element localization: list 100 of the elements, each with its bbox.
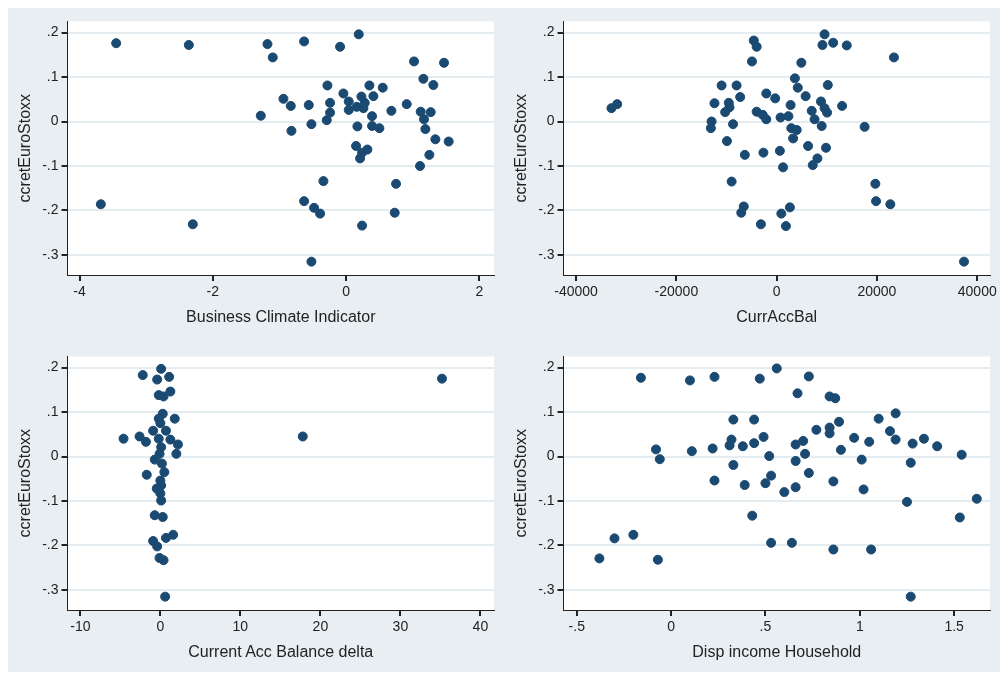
point (309, 202, 320, 213)
point (156, 495, 167, 506)
point (338, 88, 349, 99)
point (165, 386, 176, 397)
point (374, 123, 385, 134)
x-tick-label: 20000 (857, 283, 897, 300)
point (420, 124, 431, 135)
point (386, 105, 397, 116)
point (352, 121, 363, 132)
x-tick-label: 0 (772, 283, 781, 300)
x-tick-label: -40000 (554, 283, 599, 300)
point (95, 199, 106, 210)
x-tick-label: 0 (342, 283, 351, 300)
x-tick-label: -4 (73, 283, 86, 300)
point (303, 100, 314, 111)
point (140, 436, 151, 447)
x-tick-label: 40000 (957, 283, 997, 300)
y-tick-label: -.2 (42, 536, 59, 553)
y-tick-label: -.3 (538, 245, 555, 262)
y-tick-label: .1 (46, 402, 59, 419)
y-axis-title: ccretEuroStoxx (512, 428, 530, 538)
point (325, 97, 336, 108)
y-tick-label: -.1 (538, 491, 555, 508)
point (430, 134, 441, 145)
point (160, 532, 171, 543)
x-axis-title: Current Acc Balance delta (188, 642, 374, 660)
y-tick-label: -.1 (42, 156, 59, 173)
point (355, 153, 366, 164)
point (424, 149, 435, 160)
x-tick-label: -.5 (568, 618, 586, 635)
y-tick-label: .1 (46, 67, 59, 84)
x-tick-label: -20000 (654, 283, 699, 300)
y-tick-label: -.2 (538, 201, 555, 218)
point (164, 371, 175, 382)
point (148, 425, 159, 436)
point (152, 374, 163, 385)
point (443, 136, 454, 147)
y-tick-label: -.3 (538, 580, 555, 597)
point (368, 91, 379, 102)
x-tick-label: 1.5 (944, 618, 965, 635)
point (318, 176, 329, 187)
point (306, 119, 317, 130)
point (428, 80, 439, 91)
y-tick-label: -.1 (42, 491, 59, 508)
point (415, 106, 426, 117)
y-tick-label: .2 (46, 23, 59, 40)
point (156, 458, 167, 469)
point (160, 591, 171, 602)
point (285, 100, 296, 111)
y-tick-label: .1 (542, 67, 555, 84)
point (118, 433, 129, 444)
point (137, 370, 148, 381)
x-tick-label: -2 (206, 283, 220, 300)
x-tick-label: -10 (70, 618, 91, 635)
point (172, 439, 183, 450)
x-axis-title: Business Climate Indicator (186, 307, 377, 325)
point (425, 107, 436, 118)
x-tick-label: 0 (667, 618, 676, 635)
point (286, 125, 297, 136)
point (278, 93, 289, 104)
point (321, 115, 332, 126)
point (325, 107, 336, 118)
point (364, 80, 375, 91)
y-axis-title: ccretEuroStoxx (512, 93, 530, 203)
point (299, 36, 310, 47)
point (353, 29, 364, 40)
x-tick-label: 40 (472, 618, 489, 635)
y-tick-label: -.2 (42, 201, 59, 218)
y-tick-label: .1 (542, 402, 555, 419)
point (153, 433, 164, 444)
point (391, 178, 402, 189)
y-tick-label: 0 (546, 112, 555, 129)
point (322, 80, 333, 91)
x-tick-label: 10 (232, 618, 249, 635)
x-tick-label: 0 (156, 618, 165, 635)
point (187, 219, 198, 230)
point (419, 114, 430, 125)
point (157, 512, 168, 523)
point (418, 73, 429, 84)
point (155, 418, 166, 429)
point (165, 434, 176, 445)
point (171, 448, 182, 459)
y-tick-label: 0 (50, 447, 59, 464)
point (409, 56, 420, 67)
y-tick-label: -.3 (42, 245, 59, 262)
y-tick-label: .2 (542, 358, 555, 375)
x-tick-label: 1 (855, 618, 864, 635)
y-tick-label: -.1 (538, 156, 555, 173)
point (299, 196, 310, 207)
point (367, 111, 378, 122)
point (351, 140, 362, 151)
point (158, 555, 169, 566)
x-tick-label: 2 (475, 283, 484, 300)
point (377, 82, 388, 93)
y-tick-label: 0 (50, 112, 59, 129)
y-tick-label: -.2 (538, 536, 555, 553)
x-tick-label: .5 (759, 618, 772, 635)
y-axis-title: ccretEuroStoxx (16, 93, 34, 203)
point (439, 57, 450, 68)
point (436, 373, 447, 384)
